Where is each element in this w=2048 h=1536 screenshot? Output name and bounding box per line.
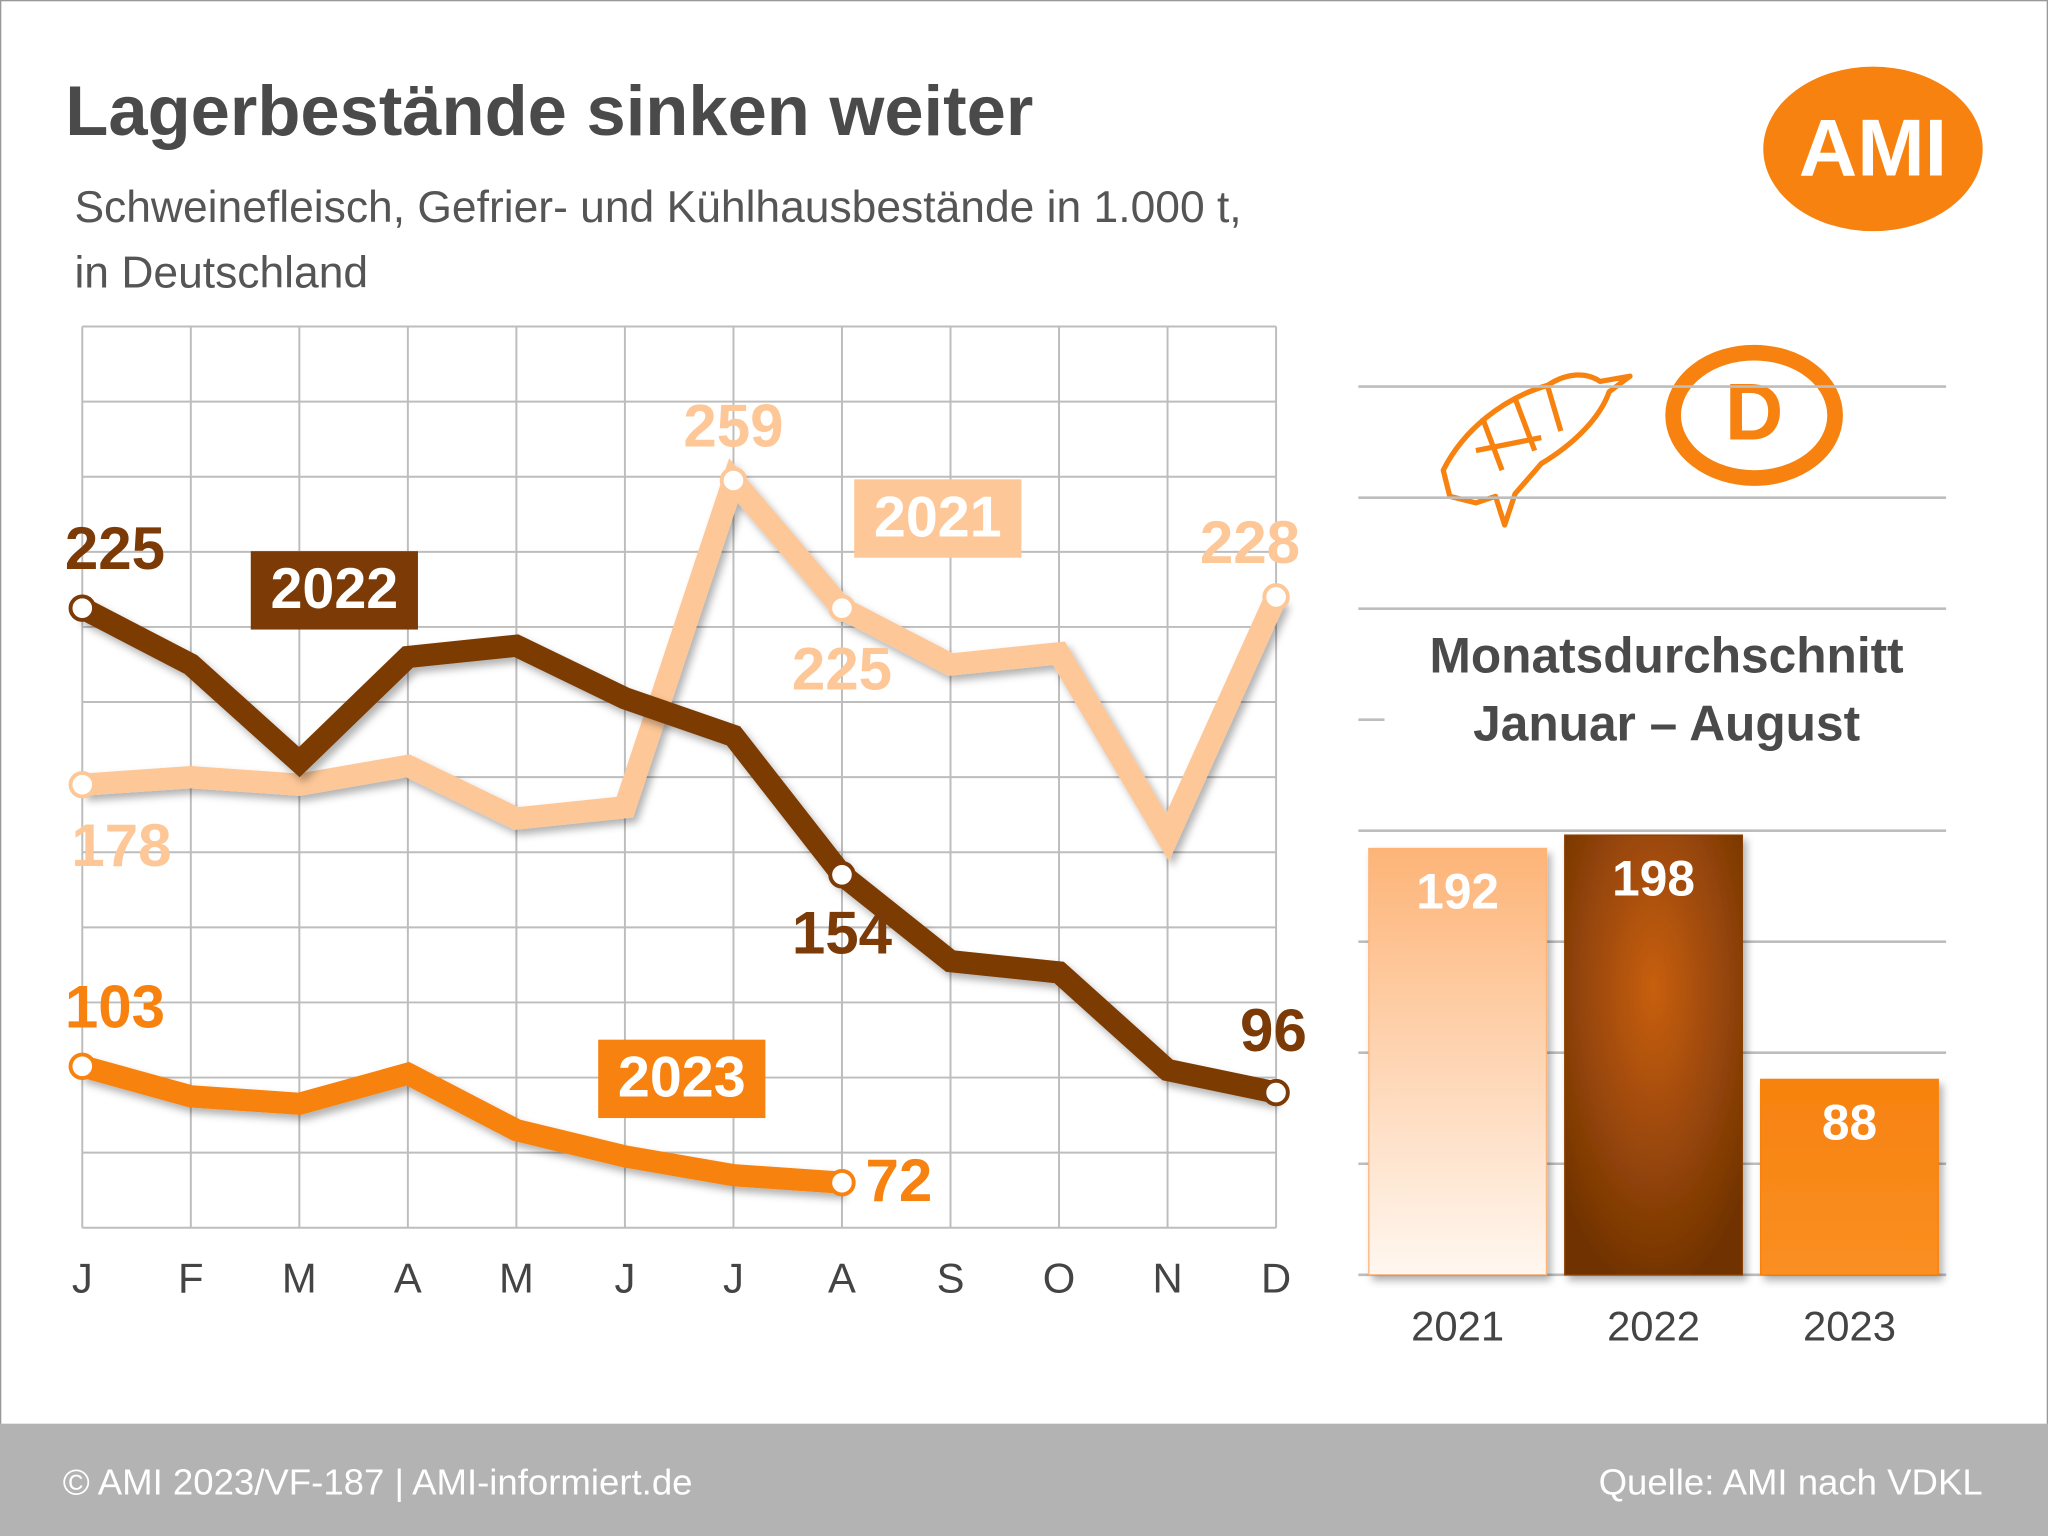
bar-chart-title: Januar – August [1473,696,1860,752]
bar [1564,834,1744,1276]
x-tick-label: J [72,1254,93,1301]
series-label: 2023 [618,1046,746,1110]
point [828,1168,856,1197]
data-label: 154 [792,899,893,966]
series-label-box [250,551,418,630]
country-letter: D [1725,367,1783,457]
x-tick-label: A [394,1254,422,1301]
x-tick-label: N [1152,1254,1182,1301]
x-tick-label: J [723,1254,744,1301]
x-tick-label: J [614,1254,635,1301]
x-tick-label: M [499,1254,534,1301]
point [719,466,748,495]
series-line [81,458,1287,862]
subtitle: in Deutschland [74,248,368,297]
footer-left: © AMI 2023/VF-187 | AMI-informiert.de [63,1462,693,1503]
data-label: 178 [71,812,171,879]
point [1262,1078,1290,1107]
point [828,594,856,622]
title-backdrop [1384,629,1960,761]
series-label-box [598,1039,766,1119]
data-label: 228 [1200,509,1300,576]
point [68,1052,96,1080]
data-label: 192 [1416,864,1499,920]
data-label: 103 [65,973,165,1040]
x-tick-label: F [178,1254,204,1301]
data-label: 88 [1822,1095,1877,1151]
country-badge [1665,344,1843,486]
footer-right: Quelle: AMI nach VDKL [1599,1462,1983,1503]
data-label: 198 [1612,850,1695,906]
point [68,594,96,622]
data-label: 259 [683,393,783,460]
x-tick-label: 2023 [1803,1303,1896,1350]
data-label: 225 [792,635,892,702]
point [1262,583,1290,611]
x-tick-label: D [1261,1254,1291,1301]
logo-badge [1763,66,1983,232]
point [828,861,856,889]
bar [1368,847,1548,1276]
title: Lagerbestände sinken weiter [65,71,1033,150]
data-label: 96 [1240,997,1307,1064]
logo: AMI [1799,104,1947,194]
series-label-box [854,479,1022,558]
x-tick-label: 2021 [1411,1303,1504,1350]
series-label: 2022 [270,557,398,621]
x-tick-label: S [937,1254,965,1301]
x-tick-label: 2022 [1607,1303,1700,1350]
pig-icon [1440,372,1633,528]
x-tick-label: A [828,1254,856,1301]
data-label: 72 [865,1147,932,1214]
bar-chart-title: Monatsdurchschnitt [1430,628,1904,684]
series-line [77,598,1279,1104]
subtitle: Schweinefleisch, Gefrier- und Kühlhausbe… [74,183,1241,232]
point [68,770,96,799]
series-line [79,1055,843,1194]
data-label: 225 [65,515,165,582]
footer-band [0,1423,2048,1536]
bar [1760,1078,1939,1276]
x-tick-label: M [282,1254,317,1301]
series-label: 2021 [874,485,1002,549]
x-tick-label: O [1043,1254,1076,1301]
